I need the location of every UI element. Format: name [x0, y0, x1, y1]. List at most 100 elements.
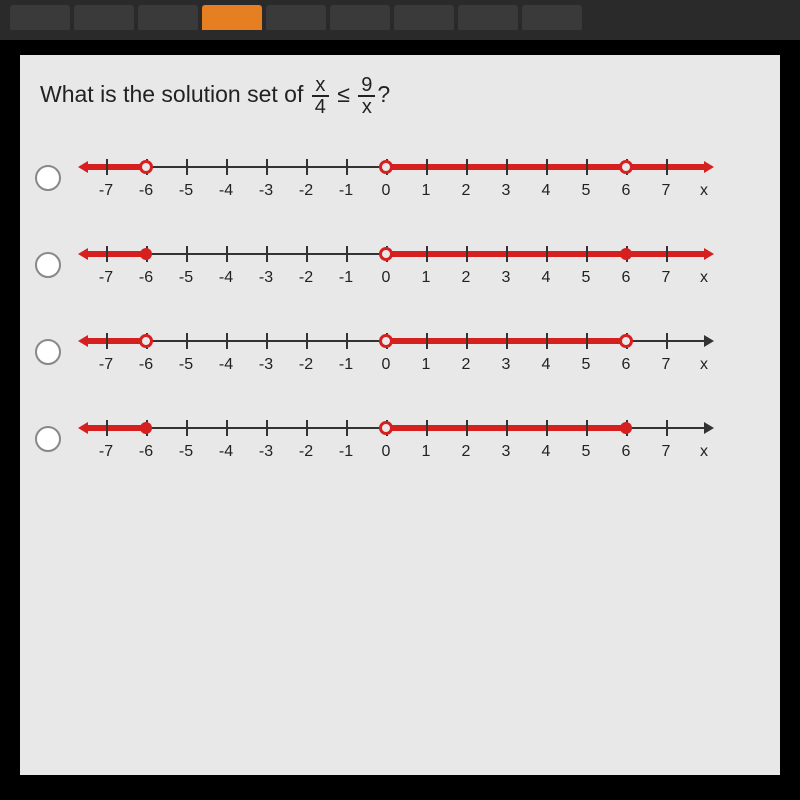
tick-label: 4 — [542, 269, 551, 287]
tab[interactable] — [458, 5, 518, 30]
tab[interactable] — [266, 5, 326, 30]
tick-label: 0 — [382, 443, 391, 461]
tick-label: -6 — [139, 356, 153, 374]
arrow-right-icon — [704, 335, 714, 347]
answer-option[interactable]: -7-6-5-4-3-2-101234567x — [35, 152, 765, 204]
tick-label: 7 — [662, 269, 671, 287]
tab[interactable] — [330, 5, 390, 30]
tick-label: -1 — [339, 269, 353, 287]
tick-label: -5 — [179, 182, 193, 200]
tick-label: -4 — [219, 182, 233, 200]
question-text: What is the solution set of x 4 ≤ 9 x ? — [35, 75, 765, 117]
tab[interactable] — [394, 5, 454, 30]
radio-button[interactable] — [35, 426, 61, 452]
frac1-num: x — [312, 75, 329, 97]
frac1-den: 4 — [312, 97, 329, 117]
tick-label: 1 — [422, 182, 431, 200]
radio-button[interactable] — [35, 165, 61, 191]
tick-label: 1 — [422, 443, 431, 461]
arrow-left-icon — [78, 161, 88, 173]
arrow-left-icon — [78, 335, 88, 347]
number-line: -7-6-5-4-3-2-101234567x — [86, 326, 765, 378]
answer-option[interactable]: -7-6-5-4-3-2-101234567x — [35, 326, 765, 378]
tick-label: -4 — [219, 356, 233, 374]
radio-button[interactable] — [35, 252, 61, 278]
tick-label: -1 — [339, 182, 353, 200]
radio-button[interactable] — [35, 339, 61, 365]
arrow-right-icon — [704, 422, 714, 434]
open-point — [619, 334, 633, 348]
axis-label-x: x — [700, 182, 708, 200]
tick-label: 3 — [502, 182, 511, 200]
tick-label: 1 — [422, 356, 431, 374]
tick-label: 2 — [462, 182, 471, 200]
tab[interactable] — [74, 5, 134, 30]
tick-label: 4 — [542, 356, 551, 374]
arrow-left-icon — [78, 248, 88, 260]
fraction-1: x 4 — [312, 75, 329, 117]
closed-point — [620, 248, 632, 260]
tab[interactable] — [138, 5, 198, 30]
axis-label-x: x — [700, 443, 708, 461]
closed-point — [620, 422, 632, 434]
tick-label: 3 — [502, 269, 511, 287]
tab[interactable] — [522, 5, 582, 30]
tick-label: -3 — [259, 269, 273, 287]
question-prefix: What is the solution set of — [40, 81, 310, 107]
open-point — [379, 334, 393, 348]
tick-label: 0 — [382, 182, 391, 200]
tick-label: -7 — [99, 443, 113, 461]
axis-label-x: x — [700, 356, 708, 374]
tick-label: -3 — [259, 356, 273, 374]
question-suffix: ? — [377, 81, 390, 107]
tick-label: 2 — [462, 269, 471, 287]
tick-label: 5 — [582, 182, 591, 200]
closed-point — [140, 248, 152, 260]
tick-label: -1 — [339, 356, 353, 374]
tick-label: -1 — [339, 443, 353, 461]
inequality-op: ≤ — [337, 81, 350, 107]
tick-label: 2 — [462, 443, 471, 461]
tick-label: 4 — [542, 182, 551, 200]
arrow-right-icon — [704, 161, 714, 173]
frac2-num: 9 — [358, 75, 375, 97]
fraction-2: 9 x — [358, 75, 375, 117]
arrow-left-icon — [78, 422, 88, 434]
tab[interactable] — [10, 5, 70, 30]
tick-label: 3 — [502, 356, 511, 374]
open-point — [139, 334, 153, 348]
tick-label: 1 — [422, 269, 431, 287]
open-point — [379, 421, 393, 435]
tick-label: -5 — [179, 356, 193, 374]
tick-label: -2 — [299, 356, 313, 374]
tick-label: -4 — [219, 443, 233, 461]
number-line: -7-6-5-4-3-2-101234567x — [86, 152, 765, 204]
tick-label: -4 — [219, 269, 233, 287]
tick-label: 7 — [662, 356, 671, 374]
tab-active[interactable] — [202, 5, 262, 30]
tick-label: -6 — [139, 182, 153, 200]
tick-label: -3 — [259, 182, 273, 200]
tick-label: 2 — [462, 356, 471, 374]
tick-label: 7 — [662, 443, 671, 461]
answer-option[interactable]: -7-6-5-4-3-2-101234567x — [35, 239, 765, 291]
open-point — [619, 160, 633, 174]
open-point — [139, 160, 153, 174]
tick-label: -7 — [99, 182, 113, 200]
tick-label: 6 — [622, 269, 631, 287]
screenshot-frame: What is the solution set of x 4 ≤ 9 x ? … — [0, 0, 800, 800]
tick-label: -6 — [139, 269, 153, 287]
tick-label: -6 — [139, 443, 153, 461]
tick-label: -5 — [179, 269, 193, 287]
tick-label: -5 — [179, 443, 193, 461]
tick-label: 6 — [622, 182, 631, 200]
arrow-right-icon — [704, 248, 714, 260]
tick-label: 7 — [662, 182, 671, 200]
tick-label: 0 — [382, 356, 391, 374]
browser-tabbar — [0, 0, 800, 40]
answer-option[interactable]: -7-6-5-4-3-2-101234567x — [35, 413, 765, 465]
axis-label-x: x — [700, 269, 708, 287]
open-point — [379, 160, 393, 174]
closed-point — [140, 422, 152, 434]
tick-label: 6 — [622, 443, 631, 461]
